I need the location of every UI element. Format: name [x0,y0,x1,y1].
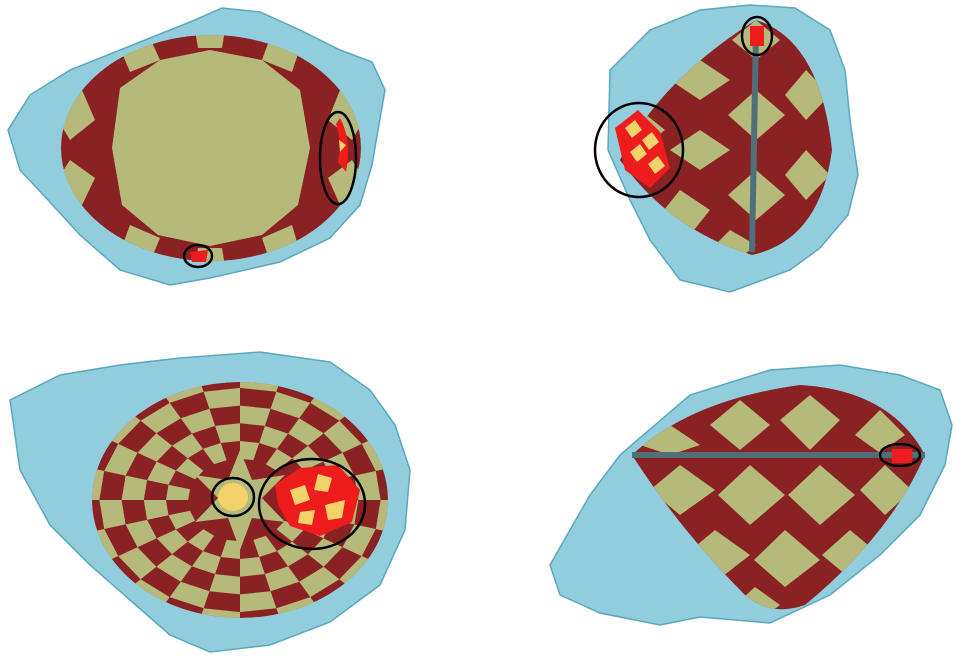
facet [104,443,138,476]
facet [215,423,240,443]
facet [220,539,240,559]
facet [240,382,283,392]
facet [168,510,196,530]
violation-patch [190,250,208,262]
facet [240,557,265,577]
facet [270,391,311,419]
facet [156,529,188,555]
facet [191,551,221,575]
panel-bottom-left [0,340,420,659]
facet [240,591,277,613]
facet [375,500,388,534]
facet [209,574,240,595]
facet [197,608,240,618]
facet [342,524,376,557]
facet [156,554,192,582]
facet [354,471,381,500]
violation-patch [892,449,912,463]
facet [240,441,260,461]
top-view-svg [7,7,386,286]
panel-top-right [580,0,960,300]
facet [99,500,126,529]
facet [253,535,277,557]
facet [175,458,204,480]
violation-patch [339,140,346,152]
highlight-ring [878,442,922,468]
facet [276,520,305,542]
facet [187,529,215,552]
facet [264,566,300,592]
highlight-ring [318,110,358,206]
highlight-ring [740,15,774,57]
side-view-svg [593,4,859,293]
facet [169,581,210,609]
panel-bottom-right [540,355,960,655]
girdle-view-svg [549,364,953,626]
highlight-ring [210,476,256,518]
facet [92,466,105,500]
facet [140,402,181,434]
violation-checker [290,474,345,525]
facet [259,425,289,449]
facet [125,519,157,548]
facet [147,461,176,485]
facet [166,484,190,500]
facet [143,500,169,520]
facet [299,566,340,598]
facet [203,387,240,409]
panel-top-left [0,0,400,300]
facet [137,433,172,462]
girdle-line [749,29,759,253]
facet [180,408,216,434]
facet [288,418,324,446]
facet [277,541,308,567]
violation-checker [625,120,665,174]
facet [172,433,203,459]
facet [240,405,271,426]
facet [203,443,227,465]
facet [121,475,148,500]
violation-patch [218,483,248,511]
highlight-ring [593,101,685,199]
highlight-ring [182,243,214,269]
highlight-ring [257,457,367,551]
bottom-view-svg [9,351,411,653]
facet [118,547,157,580]
violation-patch [750,26,764,46]
facet [265,448,293,471]
facet [323,420,362,453]
